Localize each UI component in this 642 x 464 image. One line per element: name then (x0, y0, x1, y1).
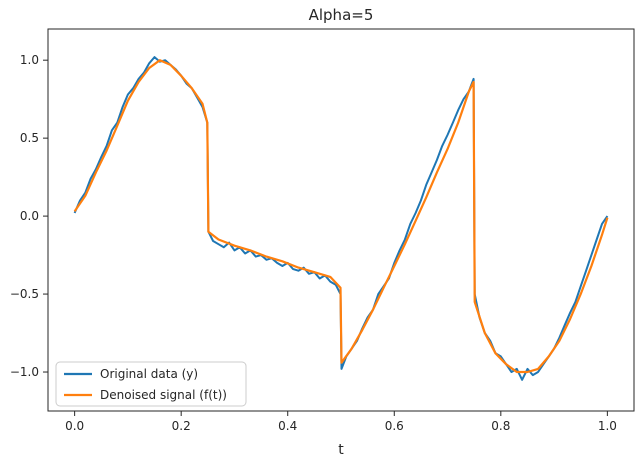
legend-box (55, 361, 247, 407)
legend: Original data (y) Denoised signal (f(t)) (55, 361, 247, 407)
y-axis: 1.0 0.5 0.0 −0.5 −1.0 (10, 53, 48, 379)
legend-label-original-data: Original data (y) (100, 367, 198, 381)
plot-area (47, 28, 635, 412)
y-tick-label: 0.0 (20, 209, 39, 223)
y-tick-label: −1.0 (10, 365, 39, 379)
x-tick-label: 0.8 (491, 419, 510, 433)
x-axis: 0.0 0.2 0.4 0.6 0.8 1.0 (65, 411, 617, 433)
series-layer (73, 56, 609, 381)
x-tick-label: 0.2 (172, 419, 191, 433)
y-tick-label: −0.5 (10, 287, 39, 301)
x-axis-label: t (338, 442, 344, 458)
y-tick-label: 0.5 (20, 131, 39, 145)
axes-frame (47, 28, 635, 412)
x-tick-label: 1.0 (598, 419, 617, 433)
series-line-denoised-signal (73, 59, 609, 374)
x-tick-label: 0.6 (385, 419, 404, 433)
y-tick-label: 1.0 (20, 53, 39, 67)
chart-title: Alpha=5 (309, 6, 374, 24)
x-tick-label: 0.4 (278, 419, 297, 433)
legend-label-denoised-signal: Denoised signal (f(t)) (100, 388, 227, 402)
x-tick-label: 0.0 (65, 419, 84, 433)
